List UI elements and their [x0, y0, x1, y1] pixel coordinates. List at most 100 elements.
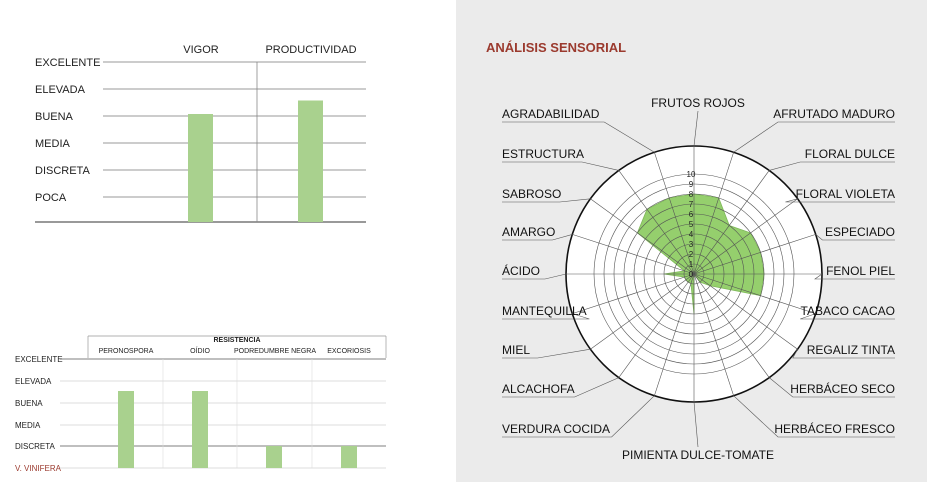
resistance-grid — [60, 358, 386, 469]
radar-spoke — [693, 273, 770, 378]
baseline-label: V. VINIFERA — [15, 464, 62, 473]
radar-axis-label: TABACO CACAO — [801, 304, 895, 318]
radar-axis-label: AMARGO — [502, 225, 555, 239]
radar-axis-label: HERBÁCEO FRESCO — [774, 421, 895, 436]
radar-spoke — [572, 273, 695, 314]
radar-spoke — [693, 152, 734, 275]
column-label-excoriosis: EXCORIOSIS — [327, 348, 371, 355]
radar-axis-label: ESPECIADO — [825, 225, 895, 239]
radar-spoke — [693, 198, 798, 275]
level-label: ELEVADA — [15, 377, 52, 386]
radar-leader-line — [769, 377, 895, 398]
radar-spoke — [654, 152, 695, 275]
radar-spoke — [693, 234, 816, 275]
radar-leader-line — [814, 273, 895, 280]
column-label-productividad: PRODUCTIVIDAD — [265, 44, 356, 56]
level-label: MEDIA — [35, 138, 71, 150]
radar-tick-label: 7 — [689, 200, 694, 209]
radar-axis-label: MIEL — [502, 343, 530, 357]
level-label: EXCELENTE — [35, 57, 100, 69]
column-label-oidio: OÍDIO — [190, 346, 210, 355]
radar-leader-line — [800, 313, 895, 320]
bar-vigor — [188, 114, 213, 222]
resistance-levels: EXCELENTE ELEVADA BUENA MEDIA DISCRETA V… — [15, 355, 63, 473]
radar-leader-line — [769, 161, 895, 171]
radar-spoke — [693, 273, 816, 314]
radar-spoke — [693, 170, 770, 275]
bar-resistance-3 — [266, 446, 282, 468]
radar-spoke — [572, 234, 695, 275]
level-label: EXCELENTE — [15, 355, 63, 364]
radar-axis-label: MANTEQUILLA — [502, 304, 587, 318]
radar-leader-line — [502, 273, 567, 280]
top-chart: EXCELENTE ELEVADA BUENA MEDIA DISCRETA P… — [35, 44, 366, 223]
radar-axis-label: FENOL PIEL — [826, 264, 895, 278]
radar-tick-label: 3 — [689, 240, 694, 249]
level-label: BUENA — [35, 111, 74, 123]
column-label-vigor: VIGOR — [183, 44, 219, 56]
radar-axis-label: HERBÁCEO SECO — [790, 381, 895, 396]
radar-axis-label: SABROSO — [502, 187, 561, 201]
radar-axis-label: FRUTOS ROJOS — [651, 96, 745, 110]
level-label: POCA — [35, 192, 67, 204]
radar-spoke — [590, 198, 695, 275]
level-label: MEDIA — [15, 421, 41, 430]
column-label-peronospora: PERONOSPORA — [99, 348, 154, 355]
radar-leader-line — [785, 198, 895, 203]
radar-leader-line — [693, 110, 699, 147]
radar-leader-line — [502, 377, 619, 398]
top-chart-bars — [188, 100, 323, 222]
radar-tick-label: 4 — [689, 230, 694, 239]
radar-spoke — [693, 273, 798, 350]
radar-leader-line — [502, 161, 619, 171]
bar-resistance-2 — [192, 391, 208, 468]
radar-axis-label: VERDURA COCIDA — [502, 422, 610, 436]
radar-tick-label: 9 — [689, 180, 694, 189]
resistance-bars — [118, 391, 357, 468]
radar-tick-label: 1 — [689, 260, 694, 269]
radar-tick-label: 0 — [689, 270, 694, 279]
radar-leader-line — [502, 313, 590, 320]
radar-axis-label: ÁCIDO — [502, 263, 540, 278]
radar-leader-line — [502, 198, 591, 203]
radar-tick-label: 8 — [689, 190, 694, 199]
radar-axis-label: ESTRUCTURA — [502, 147, 584, 161]
radar-spoke — [693, 273, 734, 396]
column-label-podredumbre: PODREDUMBRE NEGRA — [234, 348, 316, 355]
radar-spoke — [590, 273, 695, 350]
radar-leader-line — [733, 395, 895, 438]
radar-spoke — [654, 273, 695, 396]
radar-tick-label: 2 — [689, 250, 694, 259]
resistance-column-labels: PERONOSPORA OÍDIO PODREDUMBRE NEGRA EXCO… — [99, 346, 372, 355]
sensory-title: ANÁLISIS SENSORIAL — [486, 40, 626, 55]
radar-spoke — [618, 273, 695, 378]
resistance-chart: RESISTENCIA PERONOSPORA OÍDIO PODREDUMBR… — [15, 335, 387, 473]
level-label: ELEVADA — [35, 84, 86, 96]
level-label: DISCRETA — [35, 165, 90, 177]
radar-axis-label: AGRADABILIDAD — [502, 107, 600, 121]
radar-axis-label: ALCACHOFA — [502, 382, 575, 396]
radar-leader-line — [693, 401, 699, 448]
bar-resistance-1 — [118, 391, 134, 468]
radar-tick-label: 6 — [689, 210, 694, 219]
radar-axis-label: FLORAL VIOLETA — [796, 187, 895, 201]
radar-leader-line — [733, 121, 895, 153]
radar-leader-line — [502, 234, 573, 241]
level-label: DISCRETA — [15, 442, 56, 451]
radar-tick-label: 10 — [687, 170, 696, 179]
radar-axis-label: FLORAL DULCE — [805, 147, 895, 161]
radar-leader-line — [792, 349, 895, 359]
bar-productividad — [298, 100, 323, 222]
level-label: BUENA — [15, 399, 43, 408]
radar-leader-line — [502, 348, 591, 359]
radar-leader-line — [815, 234, 895, 241]
radar-leader-line — [502, 395, 655, 438]
radar-axis-label: AFRUTADO MADURO — [773, 107, 895, 121]
radar-leader-line — [502, 121, 655, 153]
radar-spoke — [618, 170, 695, 275]
bar-resistance-4 — [341, 446, 357, 468]
resistance-title: RESISTENCIA — [213, 337, 260, 344]
top-chart-levels: EXCELENTE ELEVADA BUENA MEDIA DISCRETA P… — [35, 57, 100, 204]
